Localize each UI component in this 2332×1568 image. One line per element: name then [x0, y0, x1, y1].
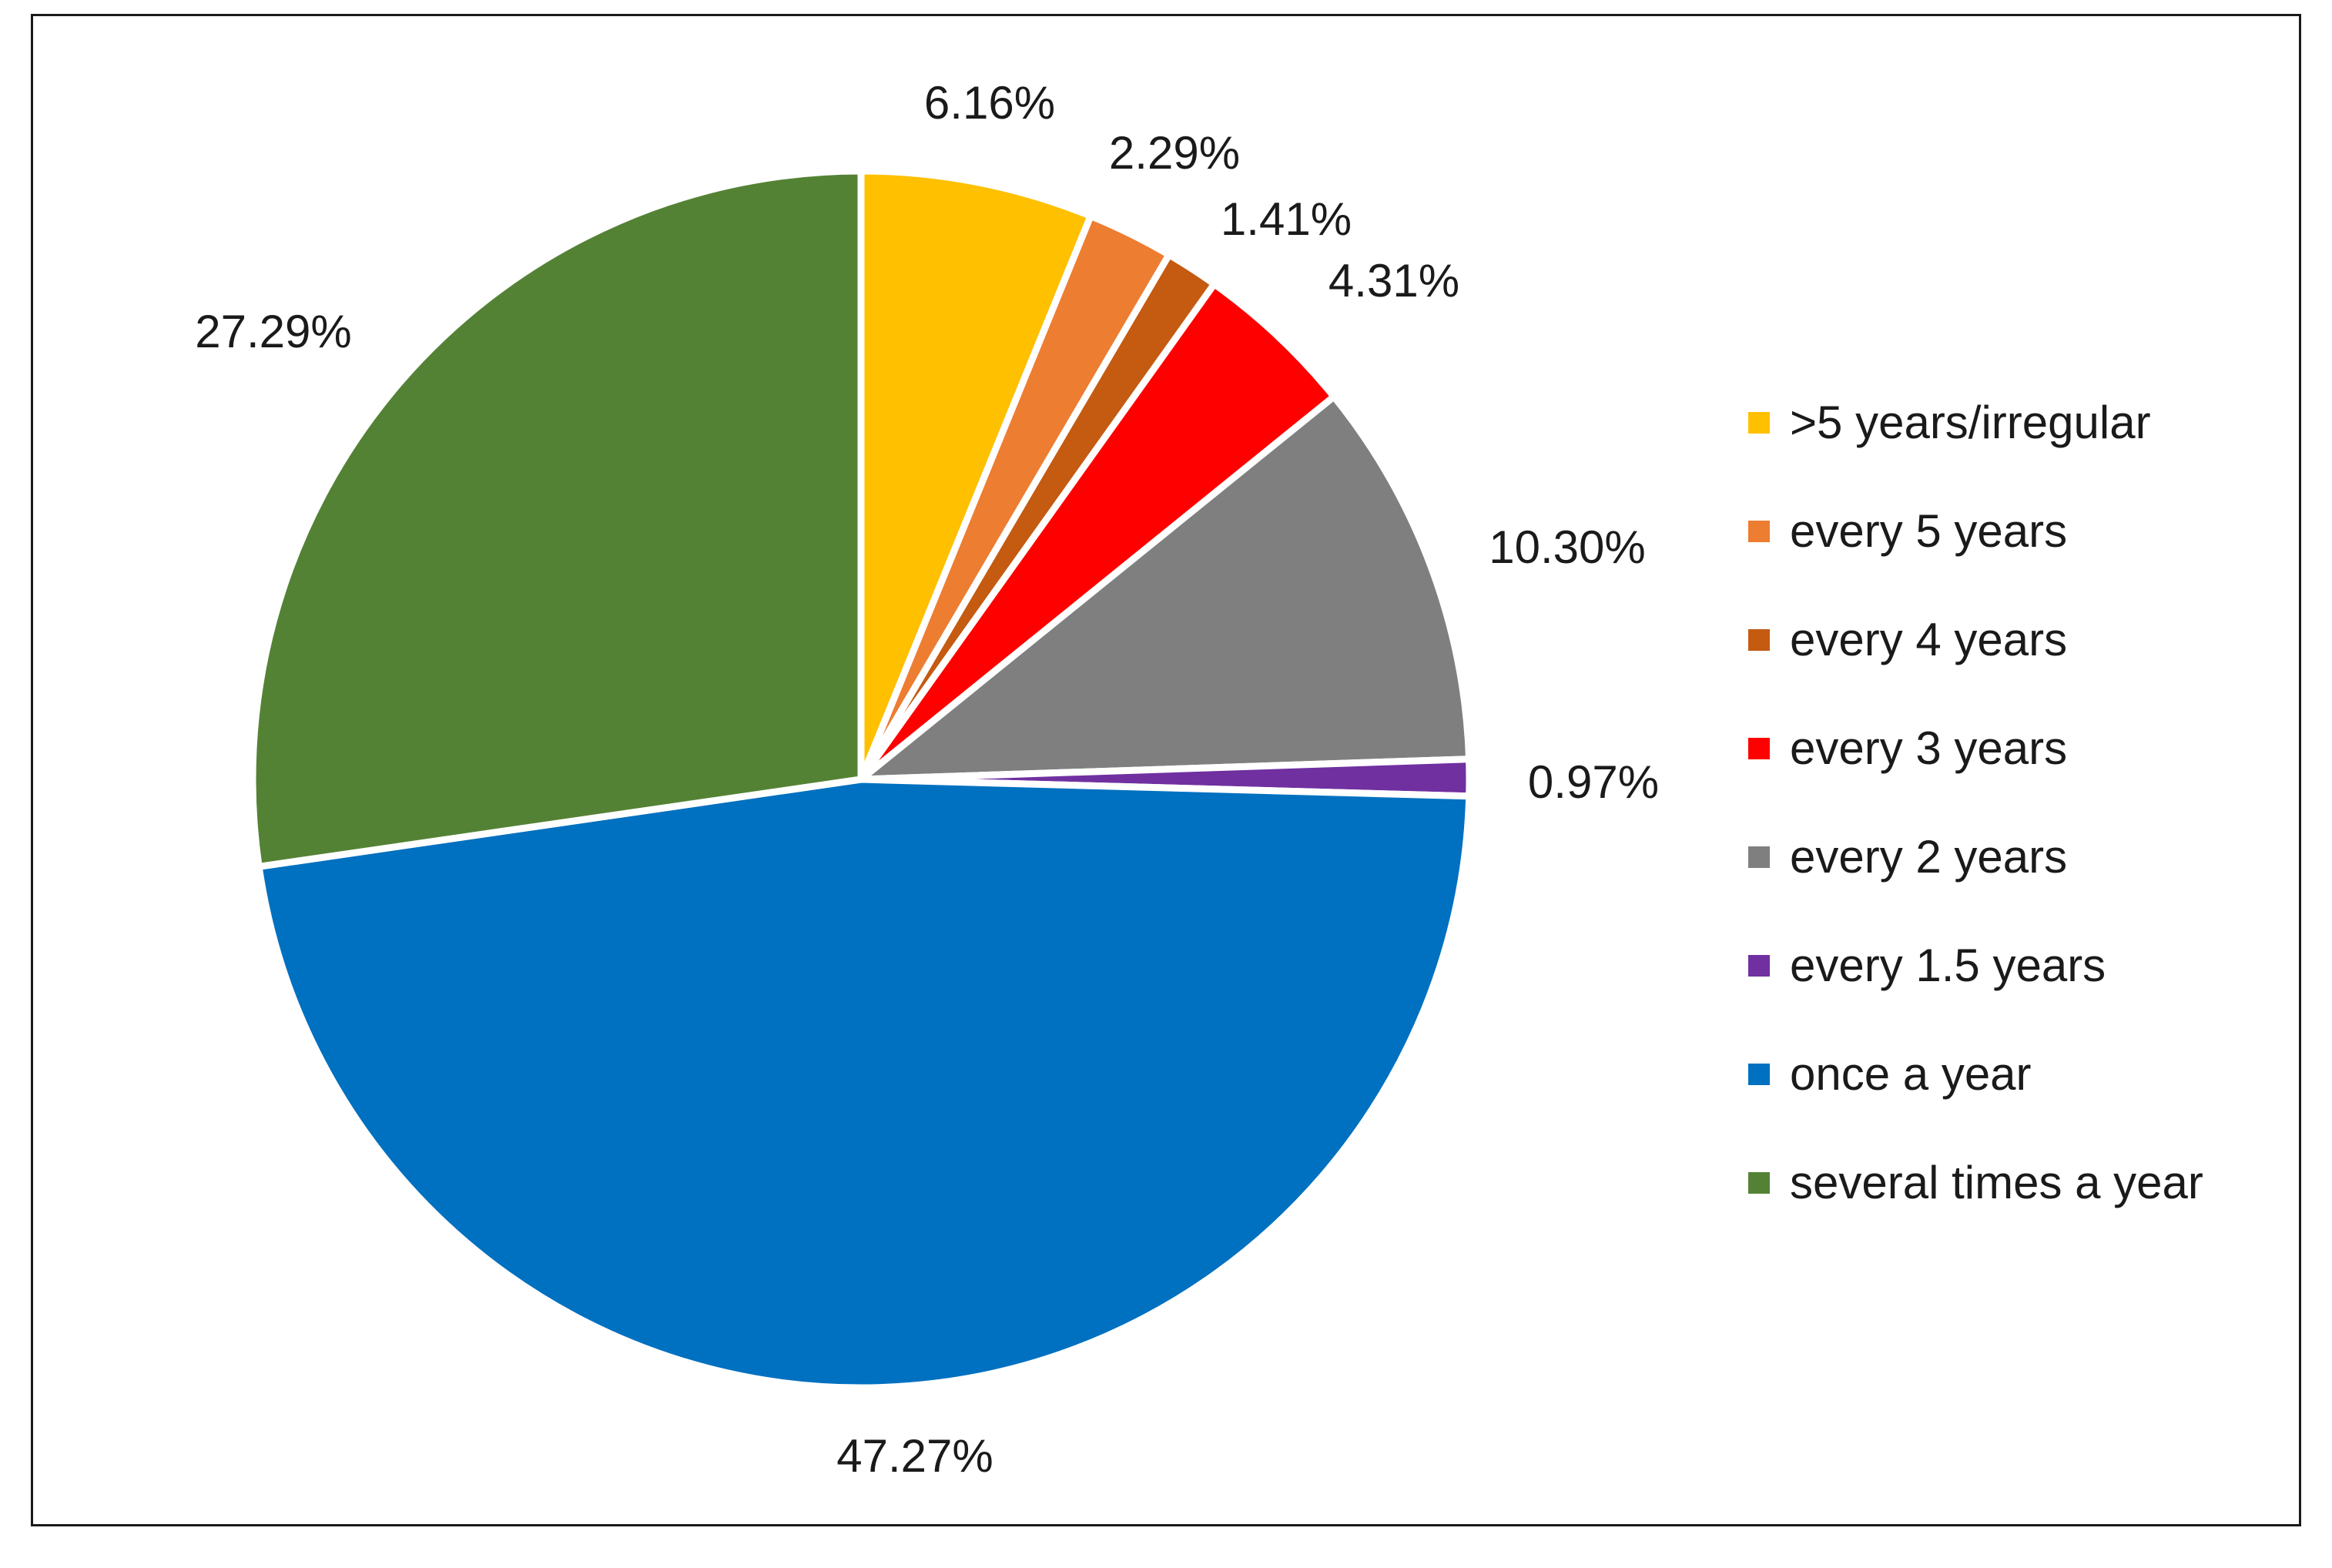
data-label: 27.29% — [195, 306, 352, 357]
legend-label: every 2 years — [1790, 831, 2068, 883]
data-label: 2.29% — [1109, 127, 1240, 179]
legend-label: every 4 years — [1790, 614, 2068, 665]
legend-swatch — [1748, 411, 1770, 434]
legend-item: every 3 years — [1748, 694, 2303, 802]
data-label: 1.41% — [1221, 193, 1352, 245]
legend-item: every 4 years — [1748, 585, 2303, 694]
pie-slice-once-a-year — [255, 776, 1473, 1392]
legend-item: every 5 years — [1748, 477, 2303, 585]
pie-slice-every-2-years — [857, 393, 1473, 783]
legend: >5 years/irregular every 5 years every 4 y… — [1748, 368, 2303, 1237]
data-label: 0.97% — [1528, 756, 1659, 808]
legend-item: every 2 years — [1748, 802, 2303, 911]
legend-swatch — [1748, 628, 1770, 651]
legend-swatch — [1748, 737, 1770, 759]
pie-data-labels: 6.16% 2.29% 1.41% 4.31% 10.30% 0.97% 47.27% 27.… — [195, 77, 1659, 1482]
pie-slice-several-times-a-year — [249, 167, 865, 870]
pie-slice-5-years-irregular — [857, 167, 1094, 783]
data-label: 6.16% — [924, 77, 1055, 129]
legend-label: every 5 years — [1790, 505, 2068, 557]
pie-slice-every-3-years — [857, 280, 1338, 783]
pie-slices — [249, 167, 1473, 1392]
data-label: 4.31% — [1329, 255, 1459, 307]
data-label: 47.27% — [836, 1430, 993, 1482]
legend-label: once a year — [1790, 1048, 2032, 1100]
legend-swatch — [1748, 520, 1770, 542]
legend-swatch — [1748, 846, 1770, 868]
legend-item: several times a year — [1748, 1128, 2303, 1237]
legend-item: every 1.5 years — [1748, 911, 2303, 1020]
legend-swatch — [1748, 1063, 1770, 1085]
legend-label: every 3 years — [1790, 722, 2068, 774]
data-label: 10.30% — [1489, 521, 1646, 573]
legend-swatch — [1748, 1171, 1770, 1194]
legend-label: every 1.5 years — [1790, 940, 2106, 991]
legend-label: several times a year — [1790, 1157, 2203, 1208]
legend-label: >5 years/irregular — [1790, 397, 2151, 448]
legend-item: >5 years/irregular — [1748, 368, 2303, 477]
legend-swatch — [1748, 954, 1770, 977]
legend-item: once a year — [1748, 1020, 2303, 1128]
